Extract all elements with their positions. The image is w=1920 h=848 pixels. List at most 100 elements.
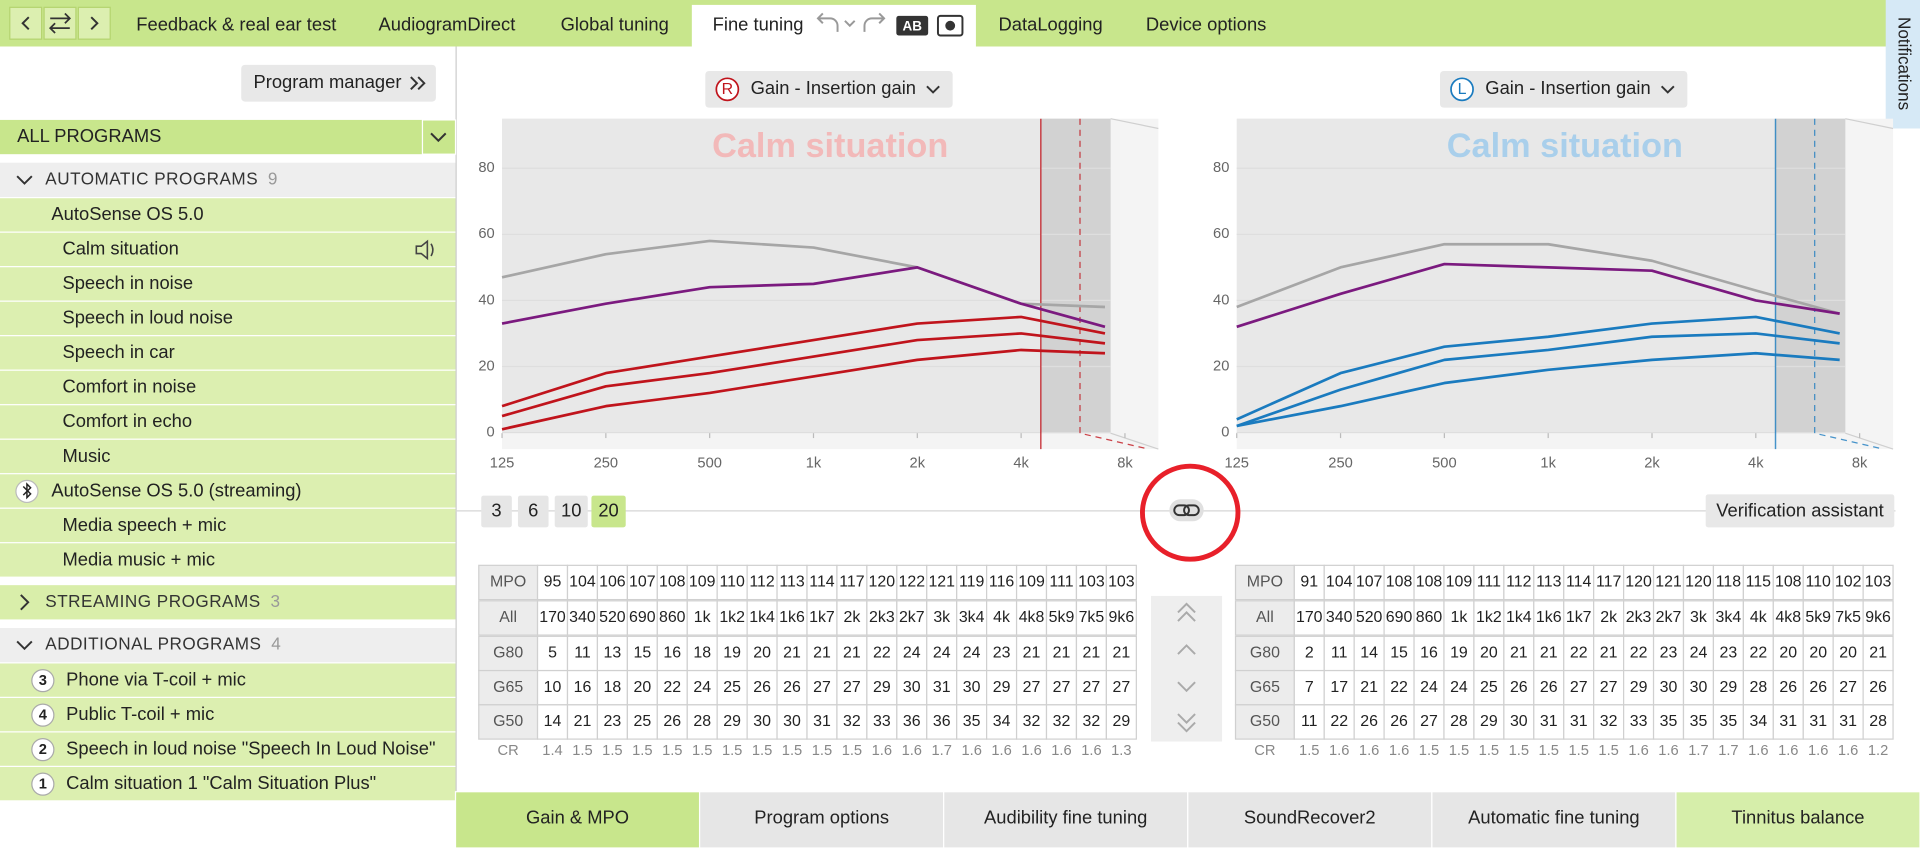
cell-value: 1k: [1451, 609, 1468, 626]
tab-label[interactable]: Global tuning: [561, 14, 669, 35]
table-cell: [866, 564, 898, 601]
gain-dropdown[interactable]: [1440, 70, 1688, 108]
cell-value: 30: [1660, 679, 1678, 696]
gain-curve: [501, 348, 1106, 431]
cell-value: 26: [1540, 679, 1558, 696]
program-row[interactable]: [0, 267, 456, 301]
gain-curve: [1236, 332, 1840, 428]
bottom-tab[interactable]: [943, 791, 1189, 848]
cell-value: 1.5: [1539, 743, 1559, 759]
table-cell: [896, 704, 928, 740]
cell-value: 1k7: [1566, 609, 1592, 626]
cell-value: 31: [933, 679, 951, 696]
table-cell: [1503, 704, 1535, 740]
gain-dropdown[interactable]: [705, 70, 953, 108]
cell-value: 33: [1630, 713, 1648, 730]
group-count: 9: [268, 168, 278, 188]
notifications-label: Notifications: [1894, 17, 1914, 110]
table-cell: [1772, 669, 1804, 706]
verification-button[interactable]: [1705, 494, 1895, 528]
program-row[interactable]: [0, 697, 456, 732]
group-header[interactable]: [0, 585, 456, 620]
link-icon-a: [1173, 504, 1190, 517]
cell-value: 18: [604, 679, 622, 696]
row-label-cell: [1234, 704, 1295, 740]
y-tick-label: 40: [1213, 292, 1229, 308]
cell-value: 22: [873, 645, 891, 662]
tab-label[interactable]: Device options: [1146, 14, 1266, 35]
chevron-icon: [1177, 721, 1196, 733]
tab-label[interactable]: DataLogging: [999, 14, 1103, 35]
bottom-tab-label: Gain & MPO: [526, 806, 629, 827]
cell-value: 34: [993, 713, 1011, 730]
program-name: Public T-coil + mic: [66, 703, 214, 724]
cell-value: 2k: [843, 609, 860, 626]
notifications-tab[interactable]: [1885, 0, 1920, 129]
level-button[interactable]: [591, 495, 626, 528]
cell-value: 170: [1296, 609, 1323, 626]
program-number: 1: [39, 777, 47, 793]
table-cell: [626, 600, 658, 636]
step-panel: [1151, 595, 1223, 742]
program-row[interactable]: [0, 370, 456, 405]
x-tick-label: 500: [697, 456, 721, 472]
y-tick-label: 0: [1221, 424, 1229, 440]
cell-value: 21: [1113, 645, 1131, 662]
table-cell: [1353, 704, 1385, 740]
program-number: 4: [39, 708, 48, 724]
program-name: Speech in noise: [62, 272, 193, 293]
table-cell: [1293, 704, 1325, 740]
all-programs-dropdown[interactable]: [421, 119, 457, 155]
cell-value: 24: [1450, 679, 1468, 696]
cell-value: 4k: [993, 609, 1010, 626]
cell-value: 32: [1023, 713, 1041, 730]
program-row[interactable]: [0, 766, 456, 801]
bottom-tab[interactable]: [698, 791, 945, 848]
program-row[interactable]: [0, 663, 456, 697]
program-row[interactable]: [0, 543, 456, 577]
program-row[interactable]: [0, 301, 456, 336]
tab-label[interactable]: Feedback & real ear test: [136, 14, 336, 35]
tab-label[interactable]: Fine tuning: [713, 14, 804, 35]
bottom-tab[interactable]: [454, 791, 701, 848]
tab-label[interactable]: AudiogramDirect: [379, 14, 516, 35]
program-row[interactable]: [0, 405, 456, 439]
program-row[interactable]: [0, 232, 456, 267]
nav-button[interactable]: [9, 6, 43, 40]
program-row[interactable]: [0, 732, 456, 766]
program-row[interactable]: [0, 336, 456, 370]
program-row[interactable]: [0, 198, 456, 232]
level-button[interactable]: [554, 495, 588, 528]
cell-value: 16: [663, 645, 681, 662]
cell-value: 20: [1839, 645, 1857, 662]
chart-watermark: Calm situation: [1447, 127, 1683, 165]
group-header[interactable]: [0, 627, 456, 663]
table-cell: [1015, 704, 1048, 740]
program-row[interactable]: [0, 439, 456, 474]
table-cell: [926, 600, 958, 636]
nav-button[interactable]: [43, 6, 77, 40]
all-programs-bar[interactable]: [0, 119, 423, 155]
cell-value: 1.5: [722, 743, 742, 759]
bottom-tab[interactable]: [1675, 791, 1920, 848]
program-manager-button[interactable]: [241, 64, 436, 102]
program-name: Calm situation 1 "Calm Situation Plus": [66, 772, 376, 793]
bottom-tab[interactable]: [1431, 791, 1677, 848]
table-cell: [1712, 635, 1744, 672]
bottom-tab[interactable]: [1187, 791, 1433, 848]
cell-value: 4k: [1750, 609, 1767, 626]
row-label: G50: [1250, 713, 1280, 730]
gain-curve: [1236, 351, 1840, 428]
level-button[interactable]: [481, 495, 512, 528]
level-label: 3: [491, 499, 501, 520]
program-row[interactable]: [0, 508, 456, 543]
program-row[interactable]: [0, 474, 456, 508]
nav-button[interactable]: [77, 6, 111, 40]
cell-value: 3k: [933, 609, 950, 626]
cell-value: 108: [1416, 574, 1443, 591]
redo-icon: [863, 12, 886, 32]
group-header[interactable]: [0, 162, 456, 198]
table-cell: [536, 564, 569, 601]
level-button[interactable]: [517, 495, 549, 528]
program-number-badge: [31, 703, 55, 727]
